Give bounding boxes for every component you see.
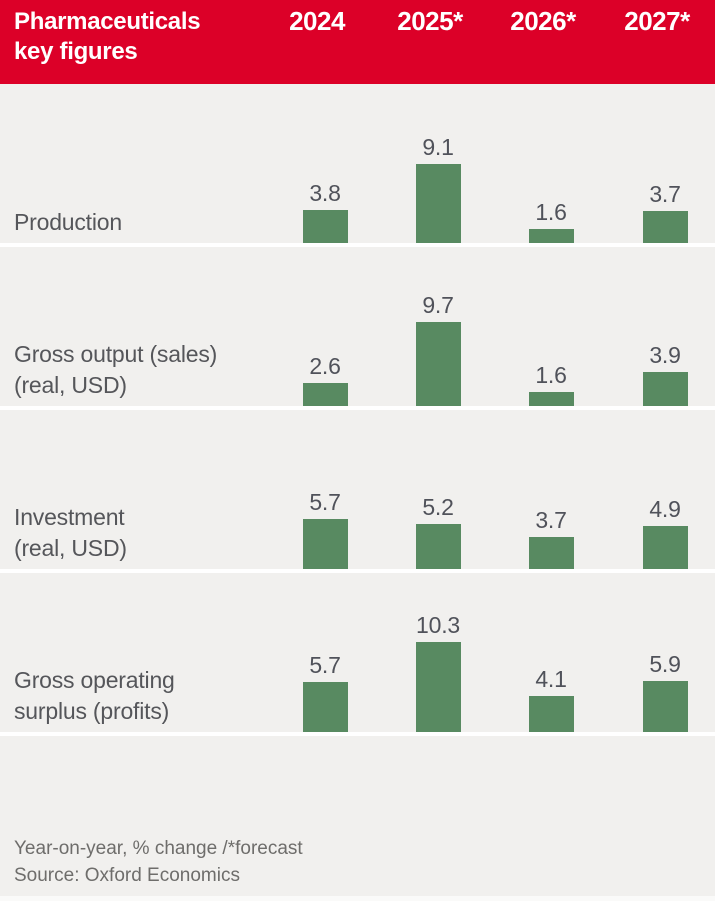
row-label: Gross operating surplus (profits) [14,665,175,727]
source-note: Source: Oxford Economics [14,865,240,886]
bar-value-label: 9.1 [422,134,454,160]
bar-value-label: 5.7 [309,652,341,678]
row-label-line: (real, USD) [14,535,127,561]
chart-title: Pharmaceuticals key figures [14,7,201,67]
chart-title-line2: key figures [14,38,138,65]
column-header-2027: 2027* [624,6,690,36]
bar [415,164,461,243]
bar-value-label: 1.6 [535,199,567,225]
bar-value-label: 4.1 [535,666,567,692]
bar-value-label: 3.7 [649,181,681,207]
row-label-line: Gross output (sales) [14,341,218,367]
footer-text: Year-on-year, % change /*forecast Source… [14,835,303,889]
table-row: Gross operating surplus (profits) 5.7 10.3 4… [0,573,715,736]
bar [528,229,574,243]
row-label: Production [14,207,122,238]
bar [302,519,348,569]
chart-footer: Year-on-year, % change /*forecast Source… [0,736,715,901]
bar-value-label: 4.9 [649,496,681,522]
row-label-line: Gross operating [14,667,175,693]
chart-rows: Production 3.8 9.1 1.6 3.7 Gross output (sale… [0,84,715,736]
row-label-line: (real, USD) [14,372,127,398]
bar [302,210,348,243]
bar-value-label: 5.7 [309,489,341,515]
bar [642,372,688,406]
column-header-2024: 2024 [289,6,345,36]
bar [528,696,574,732]
chart-title-line1: Pharmaceuticals [14,8,201,35]
bar [528,537,574,569]
table-row: Production 3.8 9.1 1.6 3.7 [0,84,715,247]
bar-value-label: 3.9 [649,342,681,368]
bar [302,682,348,732]
row-label-line: Investment [14,504,125,530]
bar [528,392,574,406]
bottom-strip [0,896,715,901]
bar [642,211,688,243]
row-label: Gross output (sales) (real, USD) [14,339,217,401]
footnote: Year-on-year, % change /*forecast [14,838,303,859]
bar [415,524,461,569]
table-row: Gross output (sales) (real, USD) 2.6 9.7 1.6… [0,247,715,410]
table-row: Investment (real, USD) 5.7 5.2 3.7 4.9 [0,410,715,573]
bar-value-label: 2.6 [309,353,341,379]
bar-value-label: 3.7 [535,507,567,533]
bar-value-label: 10.3 [416,612,460,638]
bar-value-label: 5.9 [649,651,681,677]
column-header-2025: 2025* [397,6,463,36]
bar-value-label: 1.6 [535,362,567,388]
chart-header: Pharmaceuticals key figures 2024 2025* 202… [0,0,715,84]
bar [415,322,461,406]
bar [642,526,688,569]
bar [415,642,461,732]
bar [642,681,688,732]
bar [302,383,348,406]
column-header-2026: 2026* [510,6,576,36]
bar-value-label: 9.7 [422,292,454,318]
bar-value-label: 3.8 [309,180,341,206]
row-label-line: surplus (profits) [14,698,170,724]
bar-value-label: 5.2 [422,494,454,520]
row-label-line: Production [14,209,122,235]
row-label: Investment (real, USD) [14,502,127,564]
